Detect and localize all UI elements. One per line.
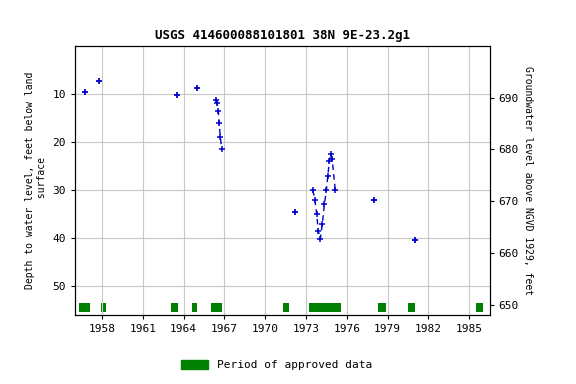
- Title: USGS 414600088101801 38N 9E-23.2g1: USGS 414600088101801 38N 9E-23.2g1: [155, 29, 410, 42]
- Y-axis label: Groundwater level above NGVD 1929, feet: Groundwater level above NGVD 1929, feet: [523, 66, 533, 295]
- Y-axis label: Depth to water level, feet below land
 surface: Depth to water level, feet below land su…: [25, 72, 47, 289]
- Legend: Period of approved data: Period of approved data: [176, 356, 377, 375]
